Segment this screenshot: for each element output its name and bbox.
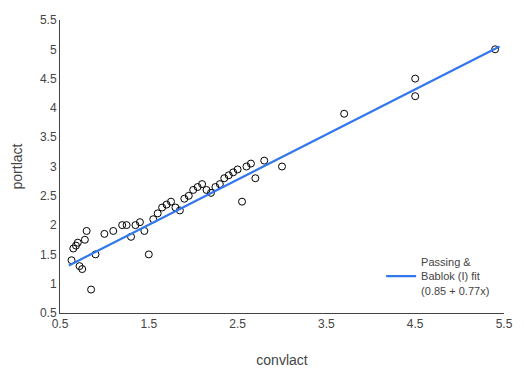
svg-text:3: 3 bbox=[50, 160, 57, 174]
svg-text:4: 4 bbox=[50, 101, 57, 115]
svg-text:2.5: 2.5 bbox=[40, 189, 57, 203]
svg-text:1: 1 bbox=[50, 277, 57, 291]
svg-text:5.5: 5.5 bbox=[496, 317, 513, 331]
svg-text:4.5: 4.5 bbox=[407, 317, 424, 331]
svg-text:3.5: 3.5 bbox=[318, 317, 335, 331]
svg-text:1.5: 1.5 bbox=[140, 317, 157, 331]
svg-text:0.5: 0.5 bbox=[52, 317, 69, 331]
svg-text:Passing &Bablok (I) fit(0.85 +: Passing &Bablok (I) fit(0.85 + 0.77x) bbox=[421, 256, 489, 297]
svg-text:2: 2 bbox=[50, 218, 57, 232]
svg-text:3.5: 3.5 bbox=[40, 130, 57, 144]
svg-text:5: 5 bbox=[50, 43, 57, 57]
svg-text:0.5: 0.5 bbox=[40, 306, 57, 320]
svg-text:convlact: convlact bbox=[256, 352, 307, 368]
svg-text:4.5: 4.5 bbox=[40, 72, 57, 86]
svg-text:5.5: 5.5 bbox=[40, 13, 57, 27]
svg-text:portlact: portlact bbox=[9, 143, 25, 189]
svg-text:2.5: 2.5 bbox=[229, 317, 246, 331]
svg-text:1.5: 1.5 bbox=[40, 248, 57, 262]
